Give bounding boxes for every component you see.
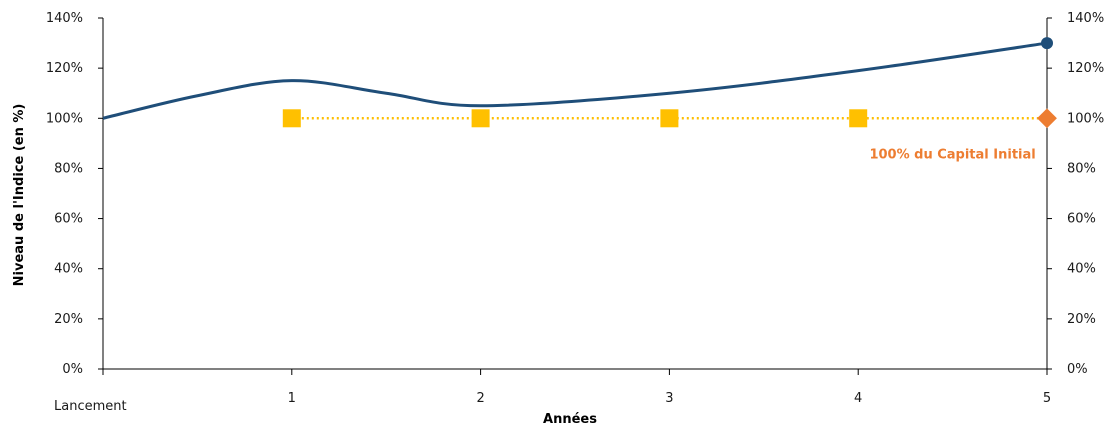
series-layer: 100% du Capital Initial: [102, 37, 1057, 162]
left-axis: 0% 20% 40% 60% 80% 100% 120% 140%: [46, 11, 104, 377]
index-end-marker: [1041, 37, 1053, 50]
y-tick-label-left: 20%: [54, 312, 83, 327]
y-tick-label-left: 0%: [62, 362, 83, 377]
x-tick-label: Lancement: [54, 399, 127, 414]
x-tick-label: 1: [288, 391, 296, 406]
y-tick-label-left: 120%: [46, 61, 83, 76]
index-curve: [102, 41, 1048, 120]
x-tick-label: 2: [476, 391, 484, 406]
capital-square-marker: [660, 109, 679, 128]
capital-square-marker: [849, 109, 868, 128]
y-tick-label-left: 140%: [46, 11, 83, 26]
y-tick-label-right: 140%: [1067, 11, 1104, 26]
y-tick-label-left: 60%: [54, 212, 83, 227]
capital-square-marker: [471, 109, 490, 128]
x-tick-label: 4: [854, 391, 862, 406]
y-tick-label-right: 80%: [1067, 161, 1096, 176]
capital-square-marker: [282, 109, 301, 128]
annotation-capital-initial: 100% du Capital Initial: [869, 147, 1035, 162]
x-axis: Lancement 1 2 3 4 5: [54, 368, 1051, 414]
x-tick-label: 3: [665, 391, 673, 406]
y-tick-label-left: 40%: [54, 262, 83, 277]
y-axis-title: Niveau de l'Indice (en %): [12, 104, 27, 287]
x-axis-title: Années: [543, 412, 597, 427]
capital-final-diamond: [1037, 108, 1057, 129]
y-tick-label-right: 60%: [1067, 212, 1096, 227]
y-tick-label-right: 20%: [1067, 312, 1096, 327]
y-tick-label-right: 40%: [1067, 262, 1096, 277]
y-tick-label-right: 100%: [1067, 111, 1104, 126]
right-axis: 0% 20% 40% 60% 80% 100% 120% 140%: [1046, 11, 1104, 377]
y-tick-label-left: 100%: [46, 111, 83, 126]
y-tick-label-right: 0%: [1067, 362, 1088, 377]
y-tick-label-left: 80%: [54, 161, 83, 176]
x-tick-label: 5: [1043, 391, 1051, 406]
y-tick-label-right: 120%: [1067, 61, 1104, 76]
